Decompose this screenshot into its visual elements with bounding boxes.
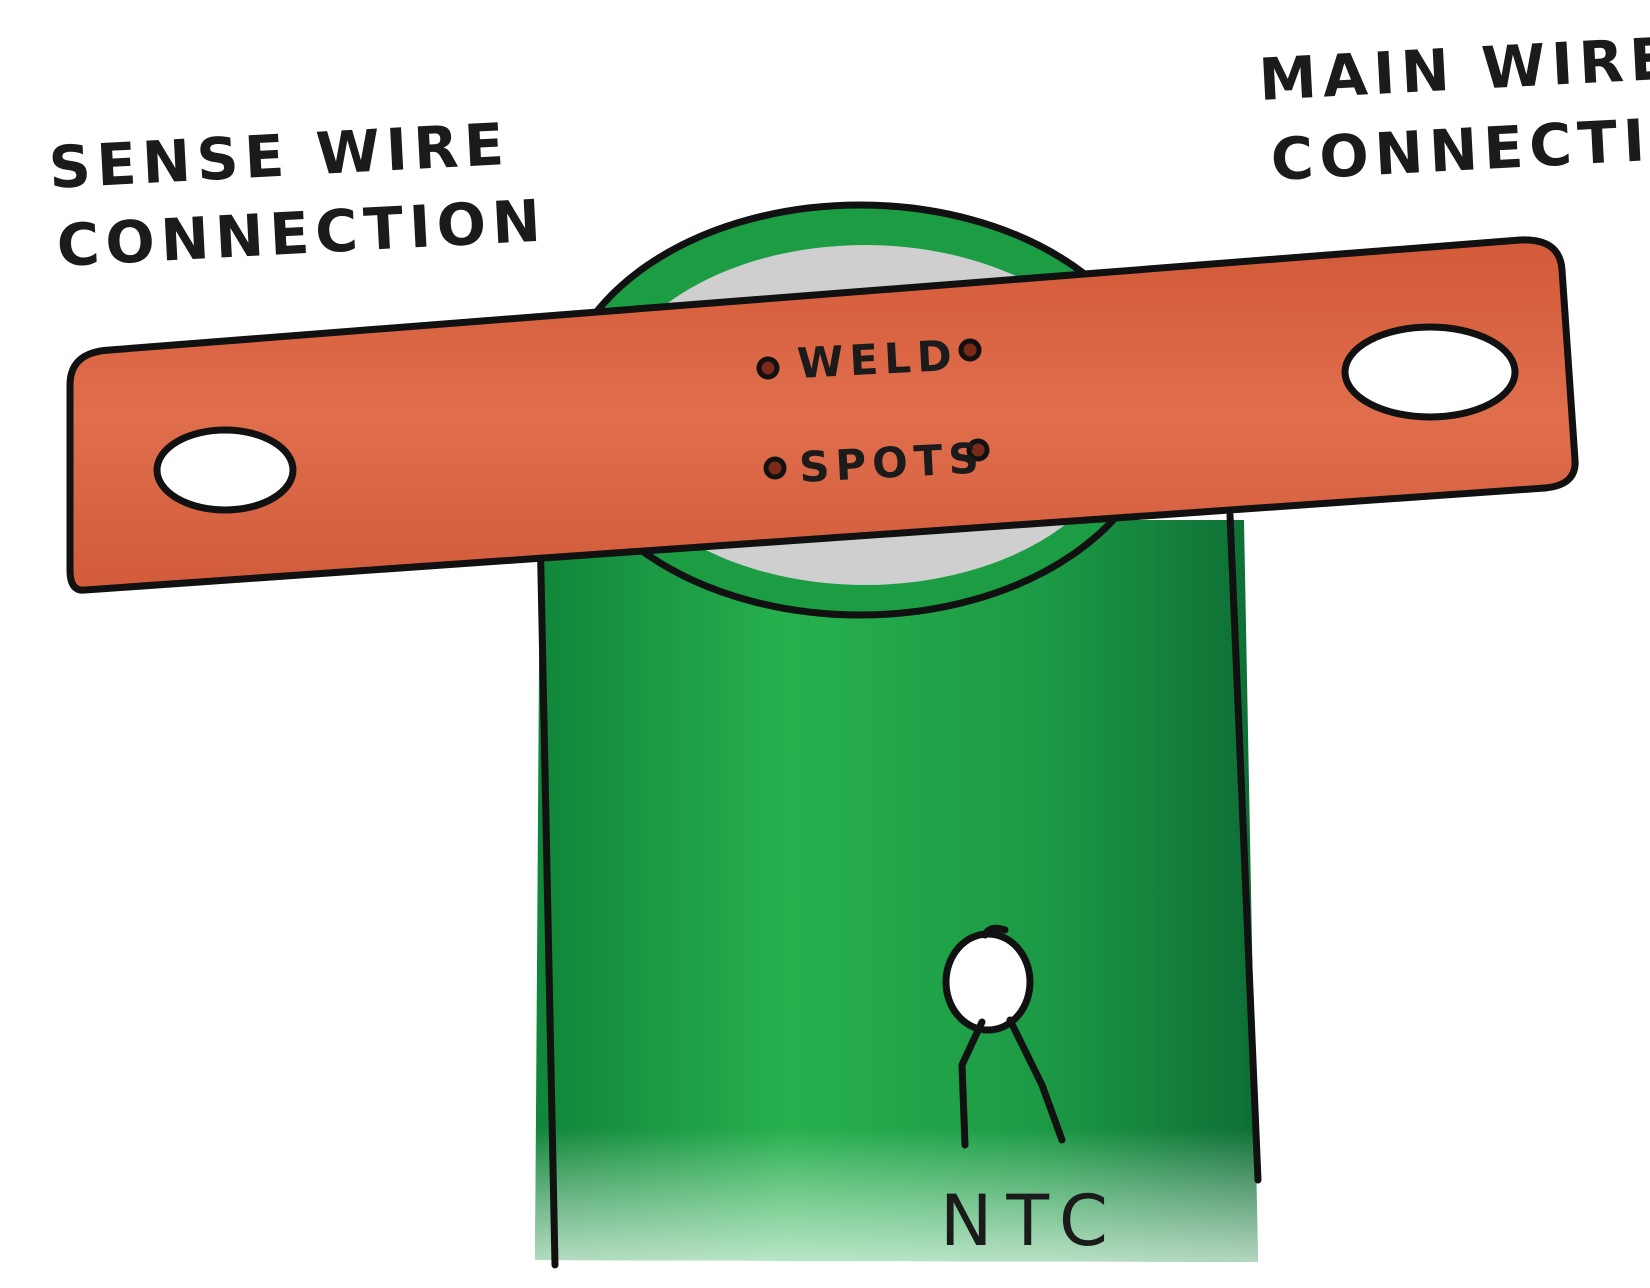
weld-spot (958, 338, 982, 362)
ntc-label: NTC (940, 1180, 1122, 1262)
ntc-thermistor: NTC (940, 924, 1122, 1262)
sense-wire-label-line2: CONNECTION (55, 186, 548, 280)
weld-spot (756, 356, 780, 380)
weld-label: WELD (796, 331, 959, 388)
main-wire-label-line2: CONNECTION (1269, 100, 1650, 194)
ntc-bead (942, 930, 1034, 1034)
main-wire-hole (1341, 323, 1519, 421)
weld-spot (763, 456, 787, 480)
weld-spot (966, 438, 990, 462)
busbar: WELD SPOTS (66, 236, 1579, 594)
spots-label: SPOTS (798, 433, 986, 492)
sense-wire-hole (153, 426, 297, 514)
main-wire-label-line1: MAIN WIRE (1257, 24, 1650, 114)
main-wire-annotation: MAIN WIRE CONNECTION (1257, 24, 1650, 194)
sense-wire-label-line1: SENSE WIRE (47, 110, 511, 202)
busbar-strip (66, 236, 1579, 594)
sense-wire-annotation: SENSE WIRE CONNECTION (47, 110, 548, 280)
